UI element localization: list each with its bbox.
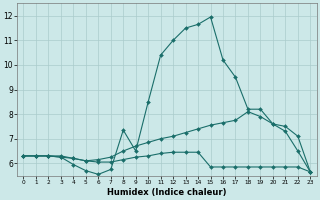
X-axis label: Humidex (Indice chaleur): Humidex (Indice chaleur): [107, 188, 227, 197]
